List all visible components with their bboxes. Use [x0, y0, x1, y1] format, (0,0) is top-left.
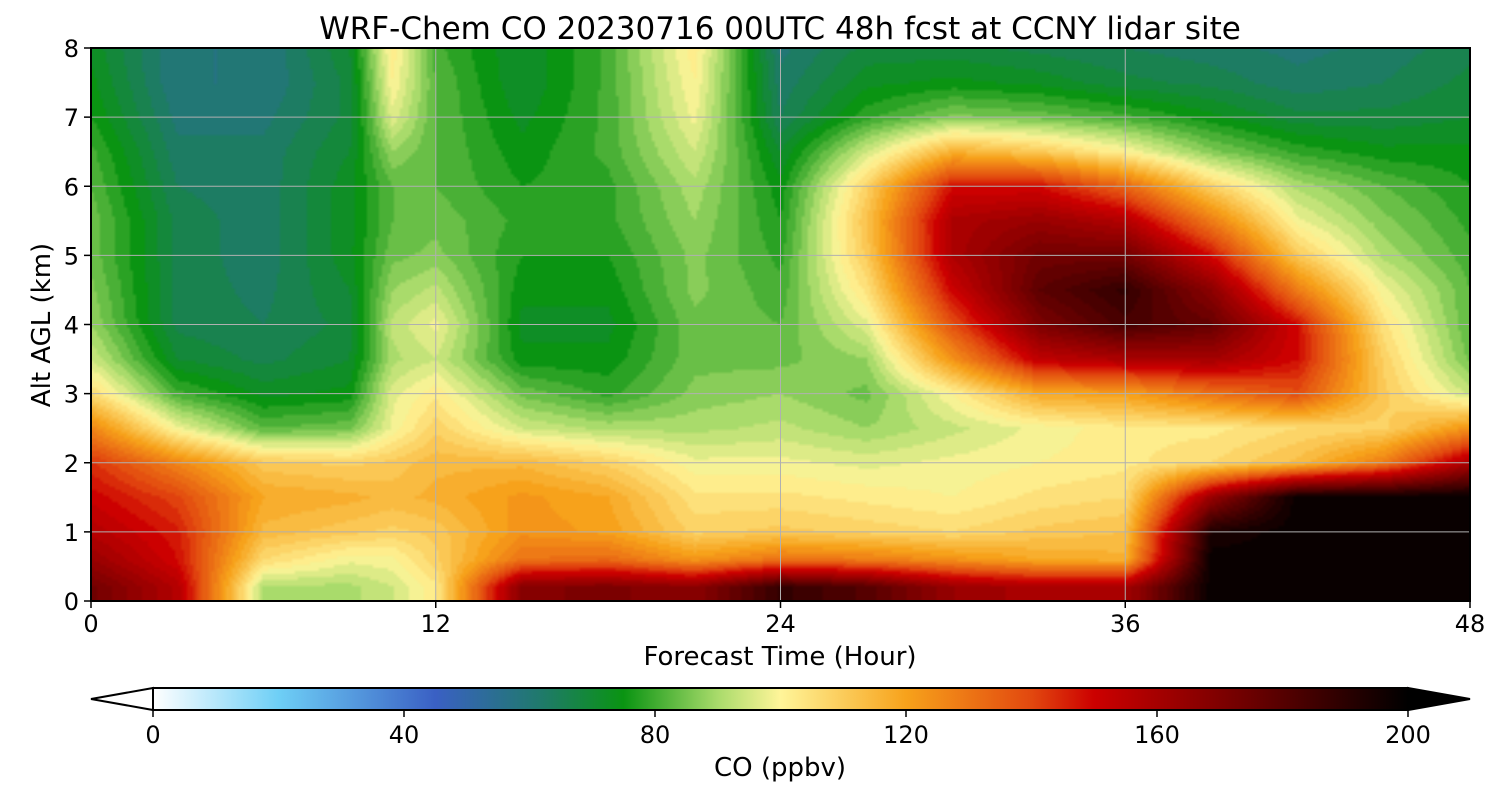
colorbar-label: CO (ppbv) [714, 753, 846, 783]
colorbar-extend-high [1407, 686, 1471, 712]
y-tick-label: 6 [64, 173, 79, 201]
y-tick-label: 3 [64, 381, 79, 409]
x-tick-label: 0 [83, 610, 98, 638]
y-tick-label: 5 [64, 242, 79, 270]
x-axis-label: Forecast Time (Hour) [643, 642, 916, 672]
x-tick-label: 48 [1455, 610, 1486, 638]
chart-title: WRF-Chem CO 20230716 00UTC 48h fcst at C… [319, 11, 1241, 47]
colorbar-tick-label: 0 [145, 721, 160, 749]
y-axis-ticks: 0 1 2 3 4 5 6 7 8 [64, 35, 91, 616]
colorbar-gradient [152, 687, 1409, 711]
y-tick-label: 2 [64, 450, 79, 478]
x-axis-ticks: 0 12 24 36 48 [83, 601, 1485, 638]
colorbar-tick-label: 80 [640, 721, 671, 749]
x-tick-label: 12 [420, 610, 451, 638]
y-tick-label: 7 [64, 104, 79, 132]
plot-area [90, 47, 1471, 602]
x-tick-label: 24 [765, 610, 796, 638]
colorbar: 0 40 80 120 160 200 CO (ppbv) [90, 686, 1471, 783]
colorbar-extend-low [90, 686, 154, 712]
colorbar-tick-label: 160 [1134, 721, 1180, 749]
colorbar-tick-label: 200 [1385, 721, 1431, 749]
y-axis-label: Alt AGL (km) [27, 243, 57, 407]
x-tick-label: 36 [1110, 610, 1141, 638]
colorbar-ticks: 0 40 80 120 160 200 [145, 710, 1431, 749]
y-tick-label: 8 [64, 35, 79, 63]
y-tick-label: 4 [64, 312, 79, 340]
colorbar-tick-label: 120 [883, 721, 929, 749]
y-tick-label: 0 [64, 588, 79, 616]
y-tick-label: 1 [64, 519, 79, 547]
colorbar-tick-label: 40 [389, 721, 420, 749]
